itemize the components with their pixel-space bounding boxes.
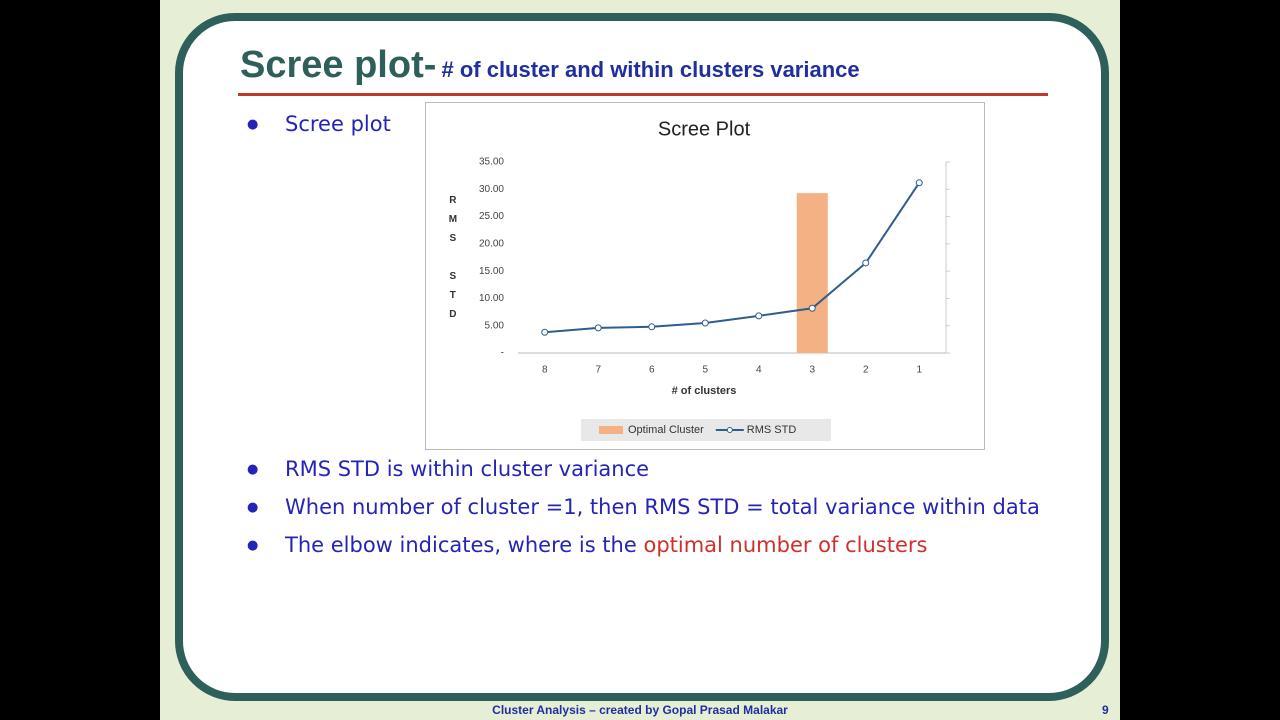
legend-label: Optimal Cluster	[628, 424, 704, 436]
x-tick-label: 7	[595, 365, 601, 376]
bullet-highlight: optimal number of clusters	[643, 533, 928, 557]
bar	[796, 193, 828, 353]
x-tick-label: 5	[702, 365, 708, 376]
x-tick-label: 8	[542, 365, 548, 376]
point	[648, 323, 656, 331]
page-number: 9	[1102, 703, 1109, 717]
bullet-text: RMS STD is within cluster variance	[285, 457, 650, 481]
y-tick-label: 15.00	[479, 266, 504, 277]
point	[701, 319, 709, 327]
y-axis-label: RMS STD	[447, 195, 458, 328]
point	[862, 259, 870, 267]
title-rule	[238, 93, 1048, 96]
y-tick-label: -	[501, 348, 504, 359]
bullet: RMS STD is within cluster variance	[247, 457, 650, 481]
x-tick-label: 4	[756, 365, 762, 376]
x-tick-label: 1	[916, 365, 922, 376]
x-tick-label: 3	[809, 365, 815, 376]
chart-title: Scree Plot	[658, 118, 751, 140]
point	[541, 328, 549, 336]
bullet-text: The elbow indicates, where is the	[285, 533, 637, 557]
y-tick-label: 25.00	[479, 211, 504, 222]
x-tick-label: 2	[863, 365, 869, 376]
y-tick-label: 35.00	[479, 157, 504, 168]
legend-swatch	[599, 426, 623, 434]
title-main: Scree plot-	[240, 44, 437, 86]
y-tick-label: 20.00	[479, 238, 504, 249]
title-sub: # of cluster and within clusters varianc…	[441, 57, 860, 82]
bullet-text: Scree plot	[285, 112, 391, 136]
bullet: The elbow indicates, where is the optima…	[247, 533, 928, 557]
y-tick-label: 10.00	[479, 293, 504, 304]
point	[915, 179, 923, 187]
bullet: When number of cluster =1, then RMS STD …	[247, 495, 1040, 519]
point	[755, 312, 763, 320]
chart: Scree Plot # of clusters RMS STD - 5.00 10…	[425, 102, 985, 450]
line	[544, 182, 921, 334]
bullet: Scree plot	[247, 112, 391, 136]
x-tick-label: 6	[649, 365, 655, 376]
legend-label: RMS STD	[747, 424, 797, 436]
legend-box	[581, 419, 831, 441]
y-tick-label: 30.00	[479, 184, 504, 195]
legend-marker	[726, 427, 733, 433]
point	[808, 304, 816, 312]
bullet-text: When number of cluster =1, then RMS STD …	[285, 495, 1040, 519]
y-tick-label: 5.00	[485, 320, 505, 331]
footer: Cluster Analysis – created by Gopal Pras…	[492, 703, 788, 717]
point	[594, 324, 602, 332]
x-axis-label: # of clusters	[672, 385, 737, 397]
title: Scree plot- # of cluster and within clus…	[240, 44, 860, 87]
